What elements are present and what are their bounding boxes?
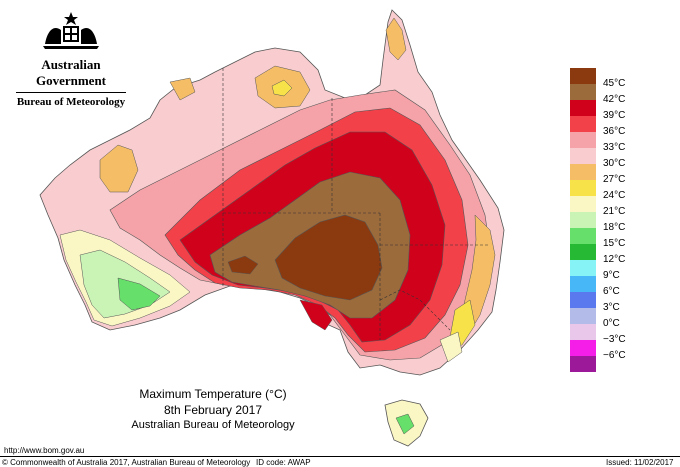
legend-swatch <box>570 260 596 276</box>
legend-swatch <box>570 164 596 180</box>
legend-swatch <box>570 84 596 100</box>
legend-swatch <box>570 196 596 212</box>
legend-label: 45°C <box>603 78 626 89</box>
legend-swatch <box>570 180 596 196</box>
bureau-title: Bureau of Meteorology <box>16 96 126 108</box>
temperature-zone-21 <box>439 331 463 363</box>
map-title: Maximum Temperature (°C) <box>139 387 287 401</box>
footer-divider <box>0 456 680 457</box>
legend-label: 24°C <box>603 190 626 201</box>
temperature-zone-39 <box>299 299 333 331</box>
map-title-block: Maximum Temperature (°C) 8th February 20… <box>118 386 308 432</box>
government-logo: Australian Government Bureau of Meteorol… <box>10 10 132 108</box>
legend-label: −3°C <box>603 334 626 345</box>
legend-swatch <box>570 148 596 164</box>
legend-swatch <box>570 116 596 132</box>
legend-label: 6°C <box>603 286 620 297</box>
logo-divider <box>16 92 126 93</box>
temperature-zone-45 <box>227 255 259 275</box>
legend-label: 15°C <box>603 238 626 249</box>
map-source: Australian Bureau of Meteorology <box>131 419 295 431</box>
legend-swatch <box>570 244 596 260</box>
footer-issued: Issued: 11/02/2017 <box>606 458 674 467</box>
coat-of-arms-icon <box>43 12 99 49</box>
legend-label: 42°C <box>603 94 626 105</box>
legend-label: 18°C <box>603 222 626 233</box>
temperature-zone-18 <box>117 277 161 311</box>
legend-swatch <box>570 68 596 84</box>
legend-swatch <box>570 132 596 148</box>
legend-label: 27°C <box>603 174 626 185</box>
legend-label: 36°C <box>603 126 626 137</box>
legend-label: 12°C <box>603 254 626 265</box>
legend-label: 39°C <box>603 110 626 121</box>
temperature-zone-27 <box>169 77 196 101</box>
legend-label: 30°C <box>603 158 626 169</box>
legend-swatch <box>570 308 596 324</box>
legend-swatch <box>570 100 596 116</box>
temperature-zone-27 <box>385 17 407 61</box>
legend-swatch <box>570 276 596 292</box>
footer-copyright: © Commonwealth of Australia 2017, Austra… <box>2 458 251 467</box>
legend-swatch <box>570 356 596 372</box>
legend-label: 3°C <box>603 302 620 313</box>
legend-swatch <box>570 324 596 340</box>
temperature-zone-27 <box>99 144 139 193</box>
legend-swatch <box>570 228 596 244</box>
footer-url[interactable]: http://www.bom.gov.au <box>4 446 85 455</box>
temperature-zone-45 <box>274 214 383 301</box>
legend-swatch <box>570 292 596 308</box>
legend-label: 21°C <box>603 206 626 217</box>
government-title: Australian Government <box>35 57 107 88</box>
footer-id-code: ID code: AWAP <box>256 458 311 467</box>
temperature-zone-24 <box>271 79 293 97</box>
temperature-zone-18 <box>395 413 415 435</box>
legend-label: 9°C <box>603 270 620 281</box>
map-date: 8th February 2017 <box>163 403 263 417</box>
legend-label: −6°C <box>603 350 626 361</box>
legend-swatch <box>570 340 596 356</box>
legend-label: 33°C <box>603 142 626 153</box>
legend-label: 0°C <box>603 318 620 329</box>
state-borders <box>222 68 490 340</box>
legend-swatch <box>570 212 596 228</box>
